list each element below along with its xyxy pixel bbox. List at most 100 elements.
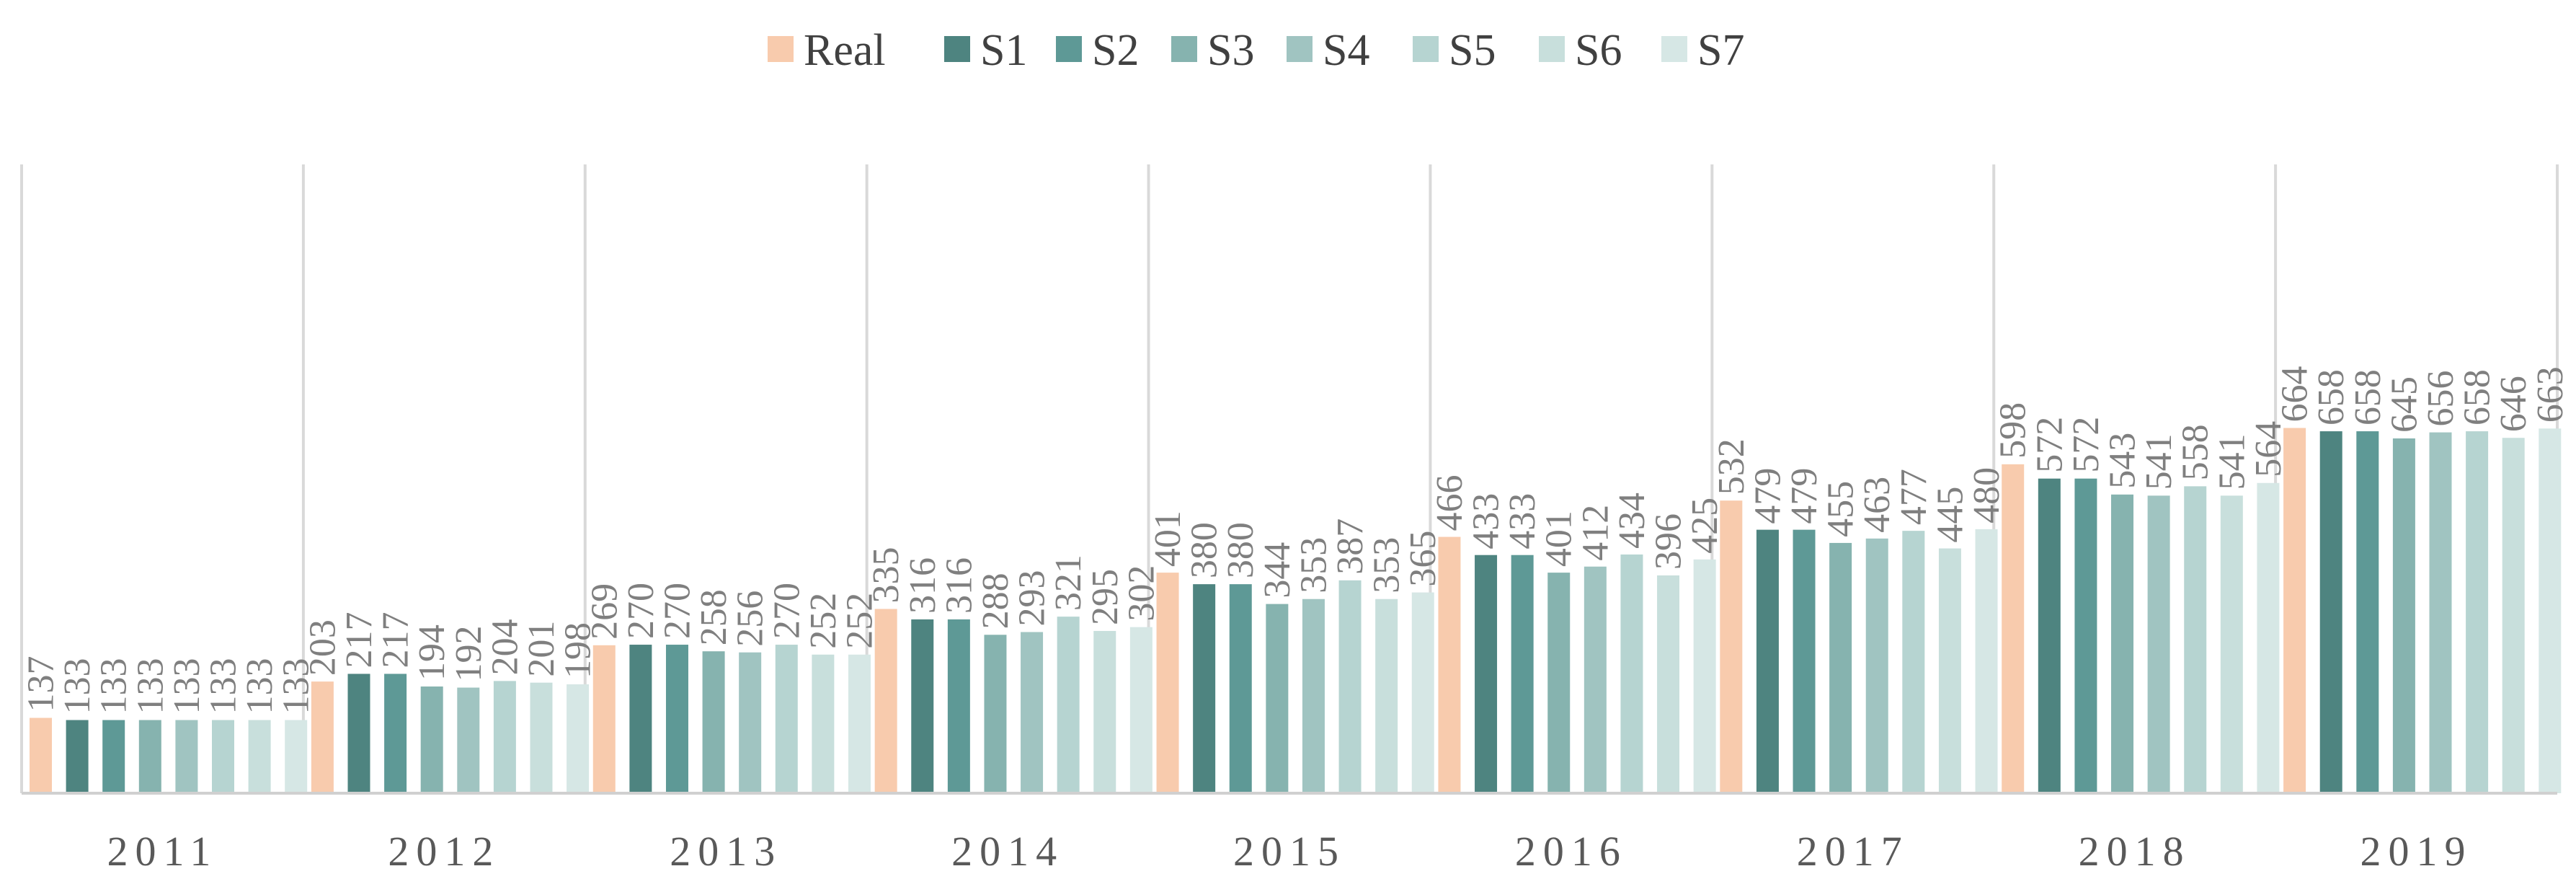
- bar-s3-2011: [138, 720, 161, 793]
- value-label-s4-2012: 192: [448, 626, 489, 682]
- value-label-s1-2014: 316: [902, 557, 943, 614]
- bar-s3-2012: [420, 686, 443, 793]
- value-label-s1-2017: 479: [1747, 468, 1788, 524]
- bar-s2-2019: [2356, 431, 2379, 793]
- value-label-real-2011: 137: [21, 655, 62, 712]
- bar-real-2011: [30, 717, 52, 793]
- value-label-real-2018: 598: [1993, 402, 2034, 459]
- value-label-real-2019: 664: [2275, 366, 2316, 423]
- bar-s4-2015: [1302, 599, 1325, 793]
- value-label-s5-2011: 133: [203, 658, 244, 715]
- value-label-s4-2016: 412: [1575, 505, 1616, 561]
- bar-s5-2019: [2466, 431, 2489, 793]
- legend-item-s4: S4: [1287, 26, 1369, 75]
- bar-s5-2015: [1338, 580, 1362, 793]
- category-label-2019: 2019: [2360, 828, 2473, 875]
- bar-s1-2018: [2038, 478, 2061, 793]
- value-label-s6-2019: 646: [2493, 376, 2534, 432]
- value-label-s5-2017: 477: [1893, 469, 1935, 525]
- legend-label-s4: S4: [1323, 26, 1369, 75]
- value-label-s6-2013: 252: [803, 593, 844, 649]
- bar-s4-2011: [175, 720, 198, 793]
- value-label-s7-2015: 365: [1403, 531, 1444, 587]
- value-label-s4-2017: 463: [1857, 477, 1898, 533]
- value-label-s6-2012: 201: [521, 621, 562, 677]
- bar-s3-2019: [2392, 438, 2415, 793]
- bar-s6-2013: [812, 654, 835, 793]
- bar-s6-2012: [530, 682, 553, 793]
- value-label-s3-2015: 344: [1257, 542, 1298, 599]
- bar-s7-2017: [1975, 529, 1998, 793]
- value-label-s4-2018: 541: [2138, 433, 2180, 490]
- legend-label-s5: S5: [1449, 26, 1496, 75]
- value-label-real-2016: 466: [1429, 475, 1470, 531]
- bar-s6-2015: [1375, 599, 1398, 793]
- value-label-real-2012: 203: [302, 619, 343, 676]
- bar-s7-2012: [567, 684, 590, 793]
- category-label-2012: 2012: [388, 828, 500, 875]
- bar-s2-2014: [947, 619, 970, 793]
- bar-s6-2014: [1093, 630, 1116, 793]
- bar-s1-2019: [2319, 431, 2342, 793]
- value-label-s7-2013: 252: [839, 593, 880, 649]
- bar-s5-2013: [775, 645, 798, 793]
- bar-s4-2013: [739, 652, 762, 793]
- value-label-s1-2018: 572: [2029, 417, 2070, 473]
- value-label-s2-2019: 658: [2348, 369, 2389, 425]
- legend-swatch-s4: [1287, 36, 1313, 62]
- value-label-s6-2018: 541: [2211, 433, 2252, 490]
- value-label-s6-2016: 396: [1648, 513, 1689, 570]
- bar-s6-2016: [1657, 575, 1680, 793]
- bar-s7-2011: [285, 720, 308, 793]
- bar-s5-2018: [2184, 486, 2207, 793]
- value-label-s4-2013: 256: [730, 591, 771, 647]
- value-label-s1-2015: 380: [1184, 522, 1225, 578]
- bar-s4-2012: [457, 687, 480, 793]
- legend-swatch-s5: [1413, 36, 1439, 62]
- legend-swatch-s3: [1171, 36, 1197, 62]
- bar-s7-2014: [1129, 627, 1152, 793]
- value-label-s2-2018: 572: [2066, 417, 2107, 473]
- bar-s6-2018: [2220, 495, 2243, 793]
- value-labels-group: 1371331331331331331331332032172171941922…: [21, 366, 2571, 715]
- value-label-s1-2019: 658: [2311, 369, 2352, 425]
- value-label-real-2017: 532: [1711, 438, 1752, 495]
- legend-label-s2: S2: [1092, 26, 1139, 75]
- legend-item-real: Real: [768, 26, 886, 75]
- bar-s2-2015: [1229, 584, 1252, 793]
- value-label-s4-2015: 353: [1293, 537, 1334, 593]
- bar-s7-2013: [848, 654, 871, 793]
- legend-item-s2: S2: [1056, 26, 1139, 75]
- value-label-s6-2015: 353: [1367, 537, 1408, 593]
- bar-s2-2011: [102, 720, 125, 793]
- bar-s3-2014: [984, 635, 1007, 793]
- value-label-s6-2017: 445: [1929, 487, 1971, 543]
- value-label-s1-2012: 217: [339, 611, 380, 668]
- legend-swatch-s2: [1056, 36, 1082, 62]
- value-label-s1-2016: 433: [1466, 493, 1507, 549]
- bar-real-2012: [311, 681, 334, 793]
- bar-s4-2014: [1021, 632, 1044, 793]
- legend-label-real: Real: [804, 26, 886, 75]
- bar-real-2016: [1438, 536, 1461, 793]
- category-label-2018: 2018: [2079, 828, 2191, 875]
- bar-s2-2013: [665, 645, 688, 793]
- legend-swatch-s7: [1661, 36, 1687, 62]
- bar-s2-2018: [2074, 478, 2097, 793]
- bar-s3-2018: [2111, 494, 2134, 793]
- value-label-s2-2015: 380: [1220, 522, 1261, 578]
- value-label-s4-2019: 656: [2420, 371, 2461, 427]
- value-label-real-2015: 401: [1147, 511, 1189, 567]
- value-label-s2-2017: 479: [1784, 468, 1825, 524]
- bar-s3-2013: [702, 651, 725, 793]
- value-label-s2-2016: 433: [1502, 493, 1543, 549]
- value-label-s7-2019: 663: [2530, 366, 2571, 423]
- bar-s5-2017: [1902, 531, 1925, 793]
- value-label-s1-2011: 133: [57, 658, 98, 715]
- category-labels-group: 2011 2012 2013 2014 2015 2016 2017 2018 2019: [107, 828, 2473, 875]
- category-label-2015: 2015: [1233, 828, 1346, 875]
- bar-s2-2017: [1793, 529, 1816, 793]
- category-label-2011: 2011: [107, 828, 218, 875]
- bar-s1-2017: [1756, 529, 1779, 793]
